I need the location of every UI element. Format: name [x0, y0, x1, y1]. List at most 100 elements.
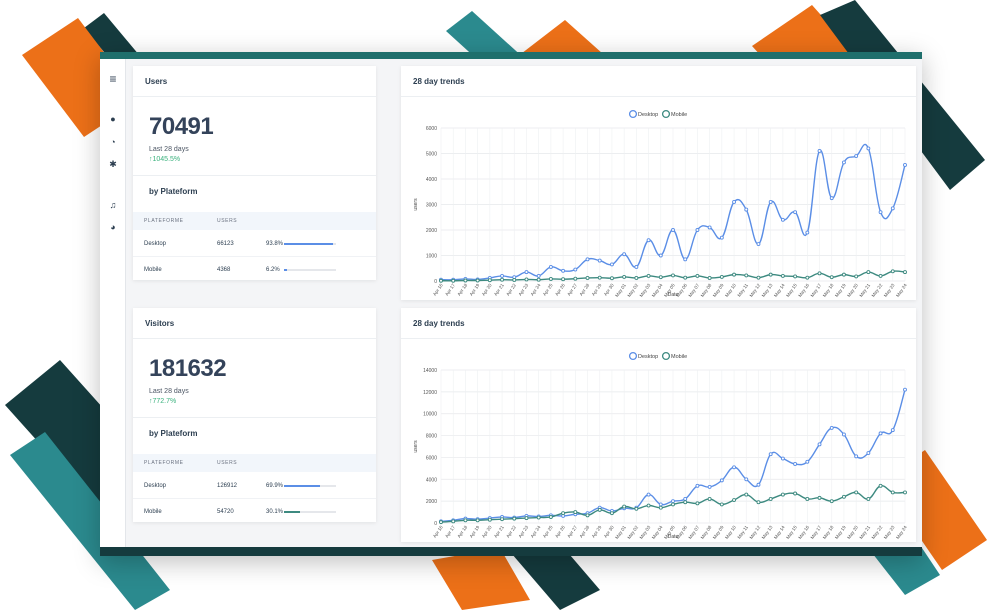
data-point — [793, 210, 798, 215]
y-tick-label: 2000 — [426, 228, 437, 234]
x-tick-label: Apr 29 — [591, 524, 603, 538]
column-header-platform: PLATEFORME — [144, 218, 184, 224]
data-point — [439, 278, 443, 283]
menu-icon[interactable]: ≡ — [109, 72, 117, 86]
music-icon[interactable]: ♫ — [109, 200, 117, 210]
data-point — [805, 230, 810, 235]
data-point — [646, 492, 651, 497]
data-point — [548, 265, 553, 269]
data-point — [597, 258, 602, 263]
palette-icon[interactable]: ◕ — [110, 222, 116, 232]
x-tick-label: Apr 24 — [530, 524, 542, 538]
users-table-header: PLATEFORME USERS — [133, 212, 376, 230]
data-point — [439, 520, 443, 525]
x-tick-label: Apr 25 — [542, 282, 554, 296]
x-tick-label: May 16 — [797, 282, 810, 298]
visitors-card: Visitors 181632 Last 28 days ↑772.7% by … — [133, 308, 376, 522]
data-point — [695, 228, 700, 232]
data-point — [768, 497, 773, 501]
data-point — [683, 275, 688, 280]
data-point — [671, 502, 675, 507]
dashboard-icon[interactable]: ● — [110, 114, 116, 124]
data-point — [732, 199, 737, 204]
data-point — [866, 497, 871, 501]
data-point — [903, 490, 907, 495]
users-growth-value: 1045.5% — [152, 156, 181, 163]
visitors-trend-title: 28 day trends — [413, 319, 465, 328]
data-point — [817, 148, 822, 153]
data-point — [585, 275, 590, 280]
data-point — [463, 278, 468, 283]
x-tick-label: Apr 21 — [493, 524, 505, 538]
y-tick-label: 4000 — [426, 177, 437, 183]
share-bar-fill — [284, 243, 333, 245]
data-point — [744, 492, 749, 497]
x-tick-label: May 14 — [773, 524, 786, 540]
data-point — [744, 207, 749, 212]
x-tick-label: May 13 — [761, 524, 774, 540]
data-point — [817, 442, 822, 447]
column-header-platform: PLATEFORME — [144, 460, 184, 466]
platform-users: 66123 — [217, 241, 234, 247]
data-point — [878, 273, 883, 278]
data-point — [622, 504, 627, 509]
x-tick-label: May 07 — [687, 282, 700, 298]
data-point — [500, 517, 505, 522]
data-point — [744, 477, 749, 482]
divider — [133, 338, 376, 339]
data-point — [548, 277, 553, 281]
platform-share: 69.9% — [266, 483, 284, 489]
y-tick-label: 8000 — [426, 434, 437, 440]
share-bar-fill — [284, 510, 300, 513]
data-point — [658, 253, 663, 258]
y-tick-label: 0 — [434, 521, 437, 527]
data-point — [658, 502, 663, 507]
x-tick-label: May 21 — [858, 524, 871, 540]
divider — [133, 417, 376, 418]
x-tick-label: May 15 — [785, 282, 798, 298]
data-point — [695, 501, 700, 506]
data-point — [646, 238, 651, 243]
y-tick-label: 12000 — [423, 390, 437, 396]
data-point — [903, 270, 907, 275]
sidebar: ≡ ● ◔ ✱ ♫ ◕ — [100, 59, 126, 547]
table-row: Mobile 54720 30.1% — [133, 499, 376, 524]
data-point — [646, 503, 651, 508]
platform-users: 54720 — [217, 508, 234, 515]
data-point — [719, 478, 724, 483]
table-row: Desktop 66123 93.8% — [133, 232, 376, 257]
data-point — [671, 499, 675, 504]
x-tick-label: May 16 — [797, 524, 810, 540]
x-tick-label: May 09 — [712, 524, 725, 540]
data-point — [475, 278, 480, 283]
data-point — [512, 516, 517, 521]
table-row: Desktop 126912 69.9% — [133, 474, 376, 499]
pie-chart-icon[interactable]: ◔ — [110, 137, 116, 147]
data-point — [817, 271, 822, 276]
visitors-platform-title: by Plateform — [149, 429, 198, 438]
data-point — [903, 387, 907, 392]
data-point — [768, 199, 773, 204]
y-tick-label: 6000 — [426, 455, 437, 461]
gear-icon[interactable]: ✱ — [109, 158, 117, 169]
data-point — [707, 484, 712, 489]
x-tick-label: Apr 17 — [444, 282, 456, 296]
data-point — [854, 154, 859, 159]
data-point — [841, 272, 846, 277]
column-header-users: USERS — [217, 460, 238, 466]
platform-share: 93.8% — [266, 241, 284, 247]
data-point — [866, 270, 871, 275]
x-tick-label: May 20 — [846, 282, 859, 298]
share-bar — [284, 268, 336, 271]
data-point — [805, 275, 810, 280]
deco-teal-bottom-left — [10, 432, 170, 610]
x-tick-label: May 19 — [834, 282, 847, 298]
data-point — [561, 277, 566, 282]
x-tick-label: May 14 — [773, 282, 786, 298]
x-tick-label: Apr 18 — [456, 524, 468, 538]
data-point — [756, 242, 761, 246]
data-point — [768, 272, 773, 277]
data-point — [683, 500, 688, 505]
data-point — [890, 206, 895, 211]
